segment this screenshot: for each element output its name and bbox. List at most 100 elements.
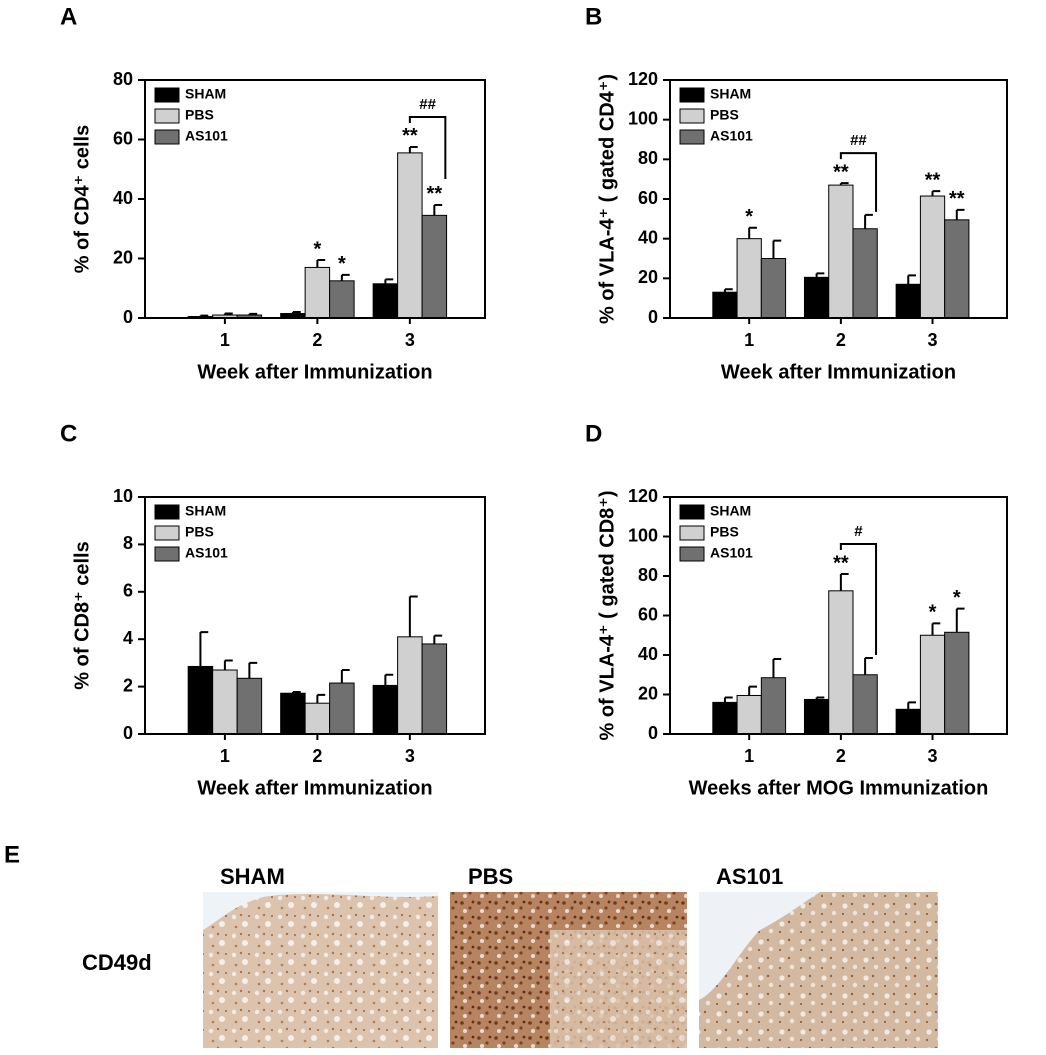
- bar: [895, 708, 921, 735]
- significance-label: *: [313, 238, 321, 260]
- y-tick-label: 10: [113, 486, 133, 506]
- error-bar: [408, 595, 418, 637]
- bar: [712, 291, 738, 319]
- panel-label: A: [60, 3, 77, 30]
- x-axis-label: Week after Immunization: [197, 777, 432, 799]
- bar: [895, 283, 921, 319]
- legend-label: PBS: [185, 524, 214, 540]
- significance-label: *: [953, 587, 961, 609]
- y-tick-label: 0: [123, 307, 133, 327]
- legend-label: SHAM: [185, 503, 226, 519]
- y-tick-label: 80: [638, 148, 658, 168]
- x-axis-label: Week after Immunization: [197, 361, 432, 383]
- comparison-label: #: [854, 523, 863, 540]
- legend-swatch: [679, 525, 705, 541]
- legend-swatch: [154, 129, 180, 145]
- legend-swatch: [679, 504, 705, 520]
- legend-swatch: [679, 87, 705, 103]
- bar: [944, 219, 970, 319]
- bar: [372, 684, 399, 735]
- bar: [187, 665, 214, 735]
- x-tick-label: 2: [312, 330, 322, 350]
- error-bar: [864, 213, 873, 229]
- x-tick-label: 2: [836, 746, 846, 766]
- legend-label: SHAM: [710, 86, 751, 102]
- legend-label: SHAM: [185, 86, 226, 102]
- significance-label: **: [427, 183, 443, 205]
- y-tick-label: 0: [123, 723, 133, 743]
- bar: [944, 631, 970, 735]
- bar: [212, 669, 238, 735]
- y-tick-label: 40: [113, 188, 133, 208]
- error-bar: [408, 145, 418, 153]
- error-bar: [248, 661, 258, 679]
- legend-label: PBS: [710, 107, 739, 123]
- error-bar: [748, 226, 757, 239]
- bar: [852, 674, 878, 735]
- error-bar: [907, 701, 917, 710]
- y-tick-label: 60: [113, 128, 133, 148]
- y-tick-label: 6: [123, 581, 133, 601]
- error-bar: [723, 288, 733, 293]
- error-bar: [723, 696, 733, 703]
- x-tick-label: 1: [744, 330, 754, 350]
- micrograph-background: [203, 892, 438, 930]
- bar: [397, 636, 423, 735]
- panel-label: E: [4, 841, 20, 868]
- x-tick-label: 2: [836, 330, 846, 350]
- significance-label: *: [929, 602, 937, 624]
- panel-e: E CD49d SHAM PBS AS101: [4, 841, 938, 1048]
- error-bar: [223, 659, 233, 671]
- error-bar: [340, 669, 350, 684]
- bar: [421, 214, 448, 319]
- plot-frame: [144, 496, 486, 735]
- bar: [919, 195, 946, 319]
- column-label: AS101: [716, 864, 783, 889]
- bar: [736, 694, 762, 735]
- legend-label: PBS: [710, 524, 739, 540]
- column-label: SHAM: [220, 864, 285, 889]
- legend-swatch: [154, 108, 180, 124]
- comparison-bracket: [408, 115, 447, 179]
- error-bar: [316, 693, 326, 704]
- error-bar: [316, 258, 326, 268]
- error-bar: [907, 274, 917, 285]
- bar: [304, 702, 331, 735]
- error-bar: [931, 622, 941, 636]
- error-bar: [839, 182, 849, 186]
- y-tick-label: 60: [638, 604, 658, 624]
- significance-label: **: [925, 169, 941, 191]
- error-bar: [340, 273, 350, 281]
- legend-swatch: [679, 129, 705, 145]
- bar: [280, 692, 306, 735]
- error-bar: [199, 314, 209, 317]
- bar: [803, 698, 830, 735]
- bar: [852, 228, 878, 319]
- bar: [828, 184, 854, 319]
- x-axis-label: Week after Immunization: [721, 361, 956, 383]
- error-bar: [384, 278, 394, 284]
- bar: [919, 634, 946, 735]
- error-bar: [223, 312, 233, 316]
- legend-swatch: [154, 525, 180, 541]
- x-tick-label: 1: [220, 330, 230, 350]
- bar: [828, 590, 854, 735]
- significance-label: **: [949, 188, 965, 210]
- bar: [329, 280, 355, 319]
- y-tick-label: 8: [123, 533, 133, 553]
- x-tick-label: 1: [220, 746, 230, 766]
- x-tick-label: 3: [405, 746, 415, 766]
- legend-label: AS101: [185, 545, 228, 561]
- comparison-label: ##: [419, 96, 436, 113]
- y-tick-label: 60: [638, 188, 658, 208]
- bar: [760, 258, 787, 319]
- error-bar: [864, 656, 873, 675]
- bar: [760, 677, 787, 735]
- bar: [803, 276, 830, 319]
- row-label: CD49d: [82, 950, 152, 975]
- y-tick-label: 20: [638, 683, 658, 703]
